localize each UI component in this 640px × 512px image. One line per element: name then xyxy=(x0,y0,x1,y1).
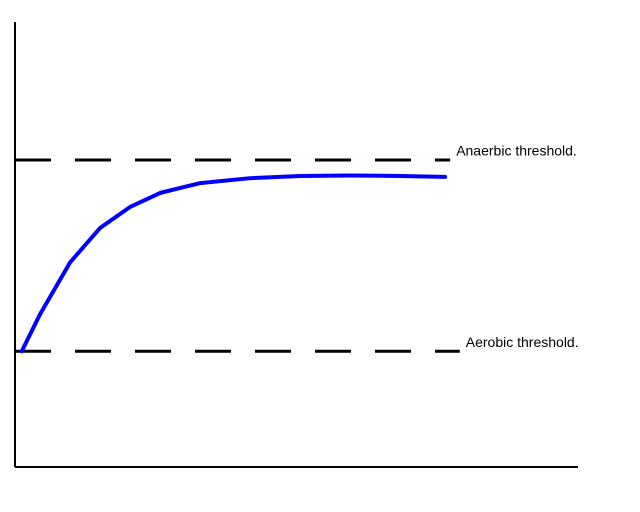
threshold-label: Aerobic threshold. xyxy=(466,334,579,350)
curve xyxy=(19,173,448,354)
threshold-label: Anaerbic threshold. xyxy=(456,143,577,159)
